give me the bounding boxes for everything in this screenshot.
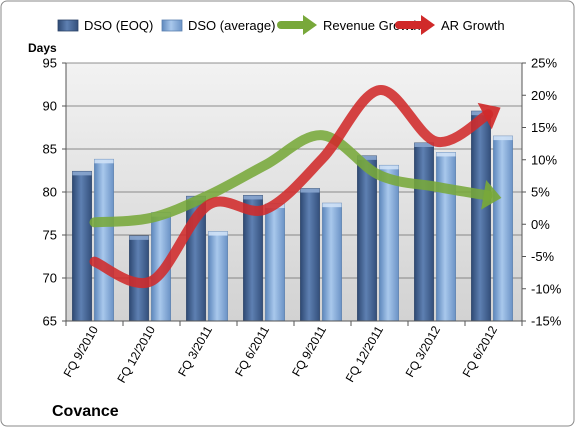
bar-dso-average [494,136,513,321]
left-tick-label: 80 [43,185,57,200]
right-tick-label: 10% [531,152,557,167]
company-name: Covance [52,403,119,420]
left-tick-label: 95 [43,56,57,71]
legend-label-dso-average: DSO (average) [188,18,275,33]
bar-dso-eoq [358,156,377,321]
bar-dso-average [380,165,399,321]
right-tick-label: 20% [531,88,557,103]
bar-cap [95,159,114,163]
bar-dso-average [209,232,228,321]
bar-cap [437,152,456,156]
bar-dso-eoq [415,143,434,321]
bar-cap [380,165,399,169]
right-tick-label: -15% [531,314,562,329]
bar-cap [301,189,320,193]
bar-dso-eoq [73,171,92,321]
left-tick-label: 65 [43,314,57,329]
right-tick-label: 0% [531,217,550,232]
legend-label-dso-eoq: DSO (EOQ) [84,18,153,33]
legend-swatch-dso-average [162,20,182,31]
legend-label-ar-growth: AR Growth [441,18,505,33]
left-tick-label: 70 [43,271,57,286]
bar-cap [244,195,263,199]
left-tick-label: 85 [43,142,57,157]
left-axis-title: Days [28,41,57,55]
legend-swatch-dso-eoq [58,20,78,31]
bar-dso-eoq [472,111,491,321]
left-tick-label: 75 [43,228,57,243]
bar-dso-eoq [301,189,320,321]
right-tick-label: -10% [531,281,562,296]
bar-cap [73,171,92,175]
bar-cap [323,203,342,207]
bar-dso-average [95,159,114,321]
bar-dso-average [323,203,342,321]
bar-cap [130,236,149,240]
bar-cap [494,136,513,140]
bar-cap [209,232,228,236]
left-tick-label: 90 [43,99,57,114]
right-tick-label: 25% [531,56,557,71]
bar-dso-average [437,152,456,321]
right-tick-label: 15% [531,120,557,135]
bar-dso-average [266,204,285,321]
right-tick-label: 5% [531,185,550,200]
right-tick-label: -5% [531,249,555,264]
